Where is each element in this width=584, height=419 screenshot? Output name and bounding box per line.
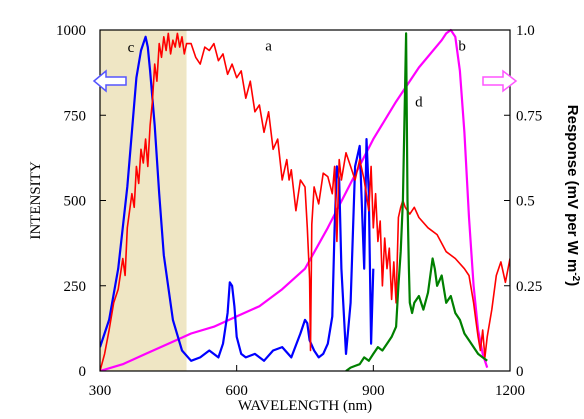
- y-axis-right-label-main: Response (mV per W m: [564, 105, 581, 273]
- arrow-right-shape: [482, 69, 518, 93]
- series-layer: [100, 28, 510, 371]
- annotation-b: b: [458, 38, 466, 54]
- x-tick-label-300: 300: [89, 383, 112, 399]
- y-right-tick-label-1.0: 1.0: [516, 23, 535, 39]
- y-axis-right-label-sup: -2: [571, 272, 582, 281]
- x-tick-label-1200: 1200: [495, 383, 525, 399]
- annotation-a: a: [265, 38, 272, 54]
- y-left-tick-label-0: 0: [79, 364, 87, 380]
- annotation-d: d: [415, 95, 423, 111]
- series-a-line: [100, 32, 510, 371]
- y-axis-left-label: INTENSITY: [28, 161, 44, 239]
- y-right-tick-label-0: 0: [516, 364, 524, 380]
- x-axis-label: WAVELENGTH (nm): [238, 398, 372, 414]
- y-axis-right-label-end: ): [564, 281, 581, 286]
- annotations-layer: a b c d: [128, 38, 466, 110]
- y-left-tick-label-1000: 1000: [56, 23, 86, 39]
- series-c-line: [100, 35, 375, 362]
- series-d-line: [345, 32, 488, 371]
- y-right-tick-label-0.25: 0.25: [516, 279, 542, 295]
- x-tick-label-600: 600: [225, 383, 248, 399]
- y-axis-right-label: Response (mV per W m-2): [564, 105, 582, 286]
- y-left-tick-label-500: 500: [64, 194, 87, 210]
- x-tick-label-900: 900: [362, 383, 385, 399]
- annotation-c: c: [128, 40, 135, 56]
- y-left-tick-label-250: 250: [64, 279, 87, 295]
- arrow-left-shape: [92, 69, 127, 93]
- y-right-tick-label-0.5: 0.5: [516, 194, 535, 210]
- ticks-layer: 300 600 900 1200 0 250 500 750 1000 0 0.25 0.5 0.75 1…: [56, 23, 542, 399]
- series-b-line: [100, 28, 489, 371]
- arrow-right-icon: [482, 69, 518, 93]
- y-left-tick-label-750: 750: [64, 108, 87, 124]
- y-right-tick-label-0.75: 0.75: [516, 108, 542, 124]
- arrow-left-icon: [92, 69, 127, 93]
